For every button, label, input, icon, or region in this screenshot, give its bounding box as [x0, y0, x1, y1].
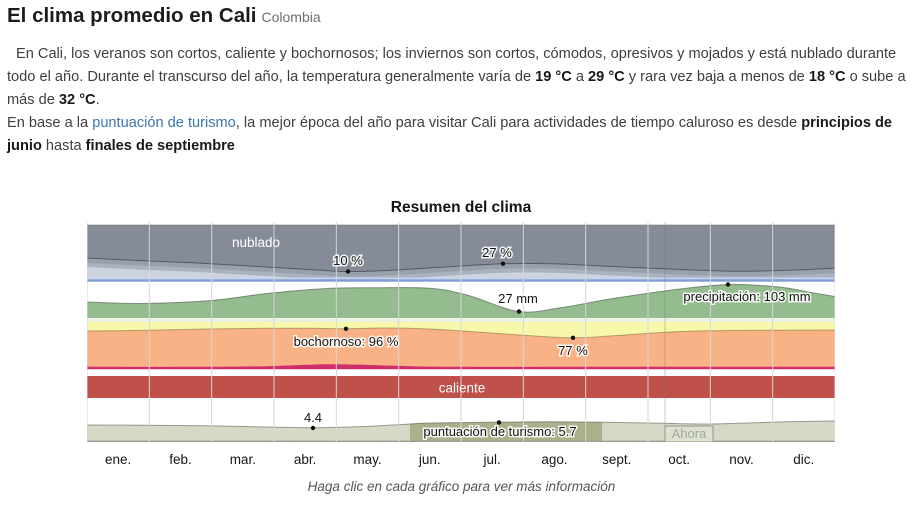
- month-axis: ene. feb. mar. abr. may. jun. jul. ago. sept. oct…: [87, 452, 835, 467]
- best-period-start: principios de junio: [7, 115, 893, 154]
- month-label: ene.: [105, 452, 132, 467]
- tourism-score-link[interactable]: puntuación de turismo: [92, 115, 236, 131]
- data-point-dot: [570, 335, 576, 340]
- chart-label: 27 mm: [498, 291, 538, 306]
- page-title-text: El clima promedio en Cali: [7, 4, 257, 27]
- month-label: nov.: [729, 452, 754, 467]
- month-label: ago.: [541, 452, 568, 467]
- data-point-dot: [500, 261, 506, 266]
- chart-label: puntuación de turismo: 5.7: [423, 424, 576, 439]
- data-point-dot: [725, 282, 731, 287]
- page-subtitle: Colombia: [261, 9, 321, 25]
- month-label: may.: [353, 452, 382, 467]
- precipitation-boundary: [87, 283, 835, 313]
- month-label: jun.: [418, 452, 441, 467]
- chart-label: 4.4: [304, 410, 322, 425]
- month-label: abr.: [293, 452, 317, 467]
- p1-text: o sube a más de: [7, 69, 906, 108]
- month-label: oct.: [668, 452, 690, 467]
- chart-label: Ahora: [672, 426, 707, 441]
- now-box[interactable]: [664, 425, 714, 442]
- climate-summary-chart[interactable]: nublado 10 % 27 % 27 mm precipitación: 103 m…: [87, 222, 835, 442]
- month-label: sept.: [602, 452, 632, 467]
- chart-label: precipitación: 103 mm: [683, 289, 810, 304]
- temp-min-value: 18 °C: [808, 69, 846, 85]
- p2-text: hasta: [41, 138, 86, 154]
- chart-label: 10 %: [333, 253, 363, 268]
- climate-description-paragraph: En Cali, los veranos son cortos, calient…: [7, 43, 915, 112]
- data-point-dot: [516, 309, 522, 314]
- p2-text: , la mejor época del año para visitar Ca…: [235, 115, 802, 131]
- month-label: feb.: [169, 452, 192, 467]
- best-period-end: finales de septiembre: [85, 138, 235, 154]
- tourism-advice-paragraph: En base a la puntuación de turismo, la m…: [7, 112, 915, 158]
- temp-low-value: 19 °C: [535, 69, 572, 85]
- tourism-boundary: [87, 420, 835, 429]
- chart-title: Resumen del clima: [390, 199, 532, 216]
- chart-label: caliente: [439, 381, 486, 396]
- p1-text: En Cali, los veranos son cortos, calient…: [7, 46, 897, 85]
- p2-text: En base a la: [7, 115, 93, 131]
- temp-high-value: 29 °C: [588, 69, 625, 85]
- chart-label: 27 %: [482, 245, 512, 260]
- data-point-dot: [310, 425, 316, 431]
- month-label: dic.: [793, 452, 815, 467]
- temp-max-value: 32 °C: [58, 92, 96, 108]
- chart-label: 77 %: [558, 343, 588, 358]
- chart-label: nublado: [232, 235, 280, 250]
- p1-text: a: [571, 69, 589, 85]
- chart-label: bochornoso: 96 %: [294, 334, 399, 349]
- muggy-boundary: [87, 327, 835, 339]
- p1-text: .: [95, 92, 100, 108]
- data-point-dot: [343, 326, 349, 331]
- tourism-best-period[interactable]: [410, 421, 602, 441]
- chart-caption: Haga clic en cada gráfico para ver más i…: [307, 479, 616, 494]
- page-title: El clima promedio en Cali Colombia: [7, 4, 321, 28]
- month-label: jul.: [483, 452, 501, 467]
- p1-text: y rara vez baja a menos de: [624, 69, 809, 85]
- data-point-dot: [496, 420, 502, 425]
- month-label: mar.: [229, 452, 256, 467]
- data-point-dot: [345, 269, 351, 274]
